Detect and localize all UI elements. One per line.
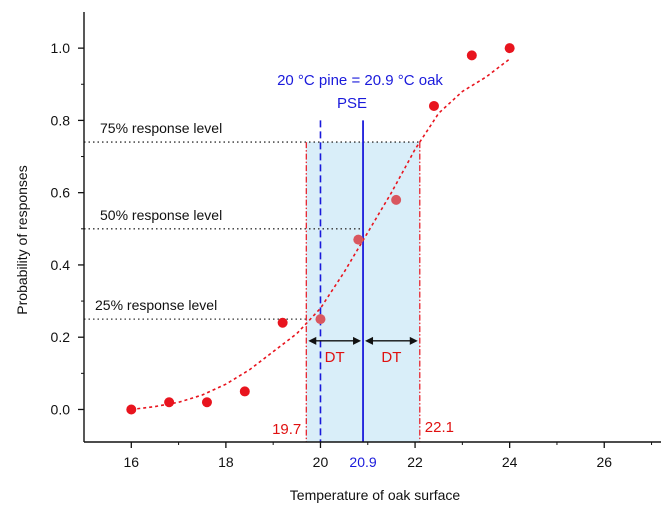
dt-label-right: DT xyxy=(381,349,401,366)
pse-equation-label: 20 °C pine = 20.9 °C oak xyxy=(277,72,443,89)
y-tick-label: 0.4 xyxy=(51,257,71,273)
data-point xyxy=(315,314,326,325)
axes-group xyxy=(83,12,661,443)
data-point xyxy=(428,100,439,111)
x-tick-label: 24 xyxy=(502,454,518,470)
response-level-label: 25% response level xyxy=(95,297,217,313)
dt-arrow-head-right xyxy=(353,336,362,345)
ticks-group: 16 18 20 22 24 26 0.0 0.2 0.4 0.6 0.8 1.0 xyxy=(51,40,653,470)
y-tick-label: 0.0 xyxy=(51,401,71,417)
annotations-group: 20 °C pine = 20.9 °C oak PSE 19.7 22.1 20.9 D… xyxy=(272,72,454,470)
dt-arrow-head-left xyxy=(308,336,317,345)
response-level-label: 50% response level xyxy=(100,207,222,223)
x-tick-label: 16 xyxy=(124,454,140,470)
dt-arrow-head-left xyxy=(365,336,374,345)
data-point xyxy=(239,386,250,397)
dt-arrow-head-right xyxy=(409,336,418,345)
threshold-label-high: 22.1 xyxy=(425,419,454,436)
data-point xyxy=(353,234,364,245)
response-level-label: 75% response level xyxy=(100,120,222,136)
data-point xyxy=(466,50,477,61)
y-tick-label: 1.0 xyxy=(51,40,71,56)
y-axis-title: Probability of responses xyxy=(14,165,30,314)
dt-label-left: DT xyxy=(325,349,345,366)
response-lines-group: 25% response level 50% response level 75% … xyxy=(84,120,420,320)
x-tick-label: 18 xyxy=(218,454,234,470)
data-point xyxy=(277,317,288,328)
y-tick-label: 0.2 xyxy=(51,329,71,345)
data-point xyxy=(126,404,137,415)
data-point xyxy=(201,397,212,408)
vertical-lines-group xyxy=(305,120,421,442)
threshold-label-low: 19.7 xyxy=(272,421,301,438)
x-tick-label: 26 xyxy=(596,454,612,470)
data-point xyxy=(504,43,515,54)
data-point xyxy=(391,194,402,205)
x-tick-label: 22 xyxy=(407,454,423,470)
y-tick-label: 0.6 xyxy=(51,185,71,201)
x-tick-label: 20 xyxy=(313,454,329,470)
x-axis-title: Temperature of oak surface xyxy=(290,487,461,503)
pse-label: PSE xyxy=(337,95,367,112)
pse-tick-label: 20.9 xyxy=(349,454,376,470)
y-tick-label: 0.8 xyxy=(51,112,71,128)
data-point xyxy=(164,397,175,408)
points-group xyxy=(126,43,515,415)
